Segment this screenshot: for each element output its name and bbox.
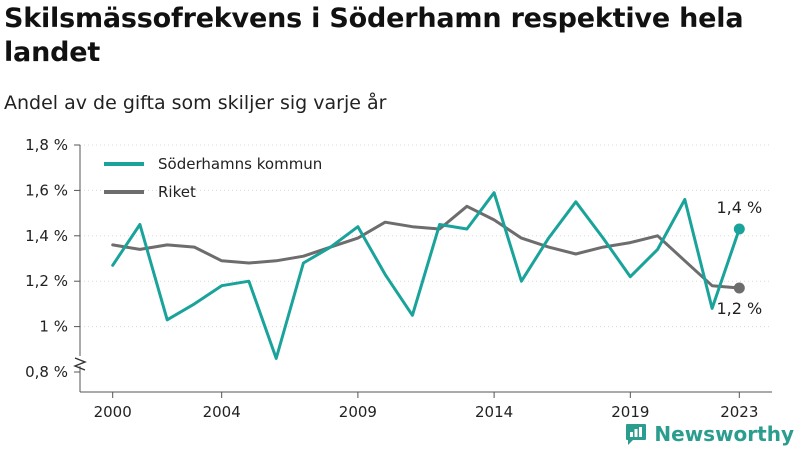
y-tick-label: 1 %: [39, 318, 68, 336]
x-tick-label: 2004: [203, 403, 241, 421]
y-tick-label: 1,4 %: [25, 227, 68, 245]
y-tick-label: 1,6 %: [25, 181, 68, 199]
newsworthy-logo-icon: [626, 424, 647, 445]
legend-label-0: Söderhamns kommun: [158, 155, 322, 173]
series-line-0: [111, 191, 741, 360]
series-line-1: [111, 204, 741, 290]
legend-label-1: Riket: [158, 183, 196, 201]
x-tick-label: 2009: [339, 403, 377, 421]
chart-subtitle: Andel av de gifta som skiljer sig varje …: [4, 92, 387, 114]
x-tick-label: 2000: [94, 403, 132, 421]
x-tick-label: 2023: [720, 403, 758, 421]
chart-title: Skilsmässofrekvens i Söderhamn respektiv…: [4, 3, 744, 68]
brand-name: Newsworthy: [654, 422, 794, 446]
axis-break-icon: [73, 357, 87, 371]
series-end-label-1: 1,2 %: [716, 299, 762, 318]
series-end-point-1: [733, 282, 745, 294]
brand-logo: Newsworthy: [624, 422, 794, 446]
series-end-point-0: [733, 223, 745, 235]
series-end-label-0: 1,4 %: [716, 198, 762, 217]
y-tick-label: 0,8 %: [25, 363, 68, 381]
y-tick-label: 1,2 %: [25, 272, 68, 290]
x-tick-label: 2014: [475, 403, 513, 421]
x-tick-label: 2019: [611, 403, 649, 421]
y-tick-label: 1,8 %: [25, 136, 68, 154]
